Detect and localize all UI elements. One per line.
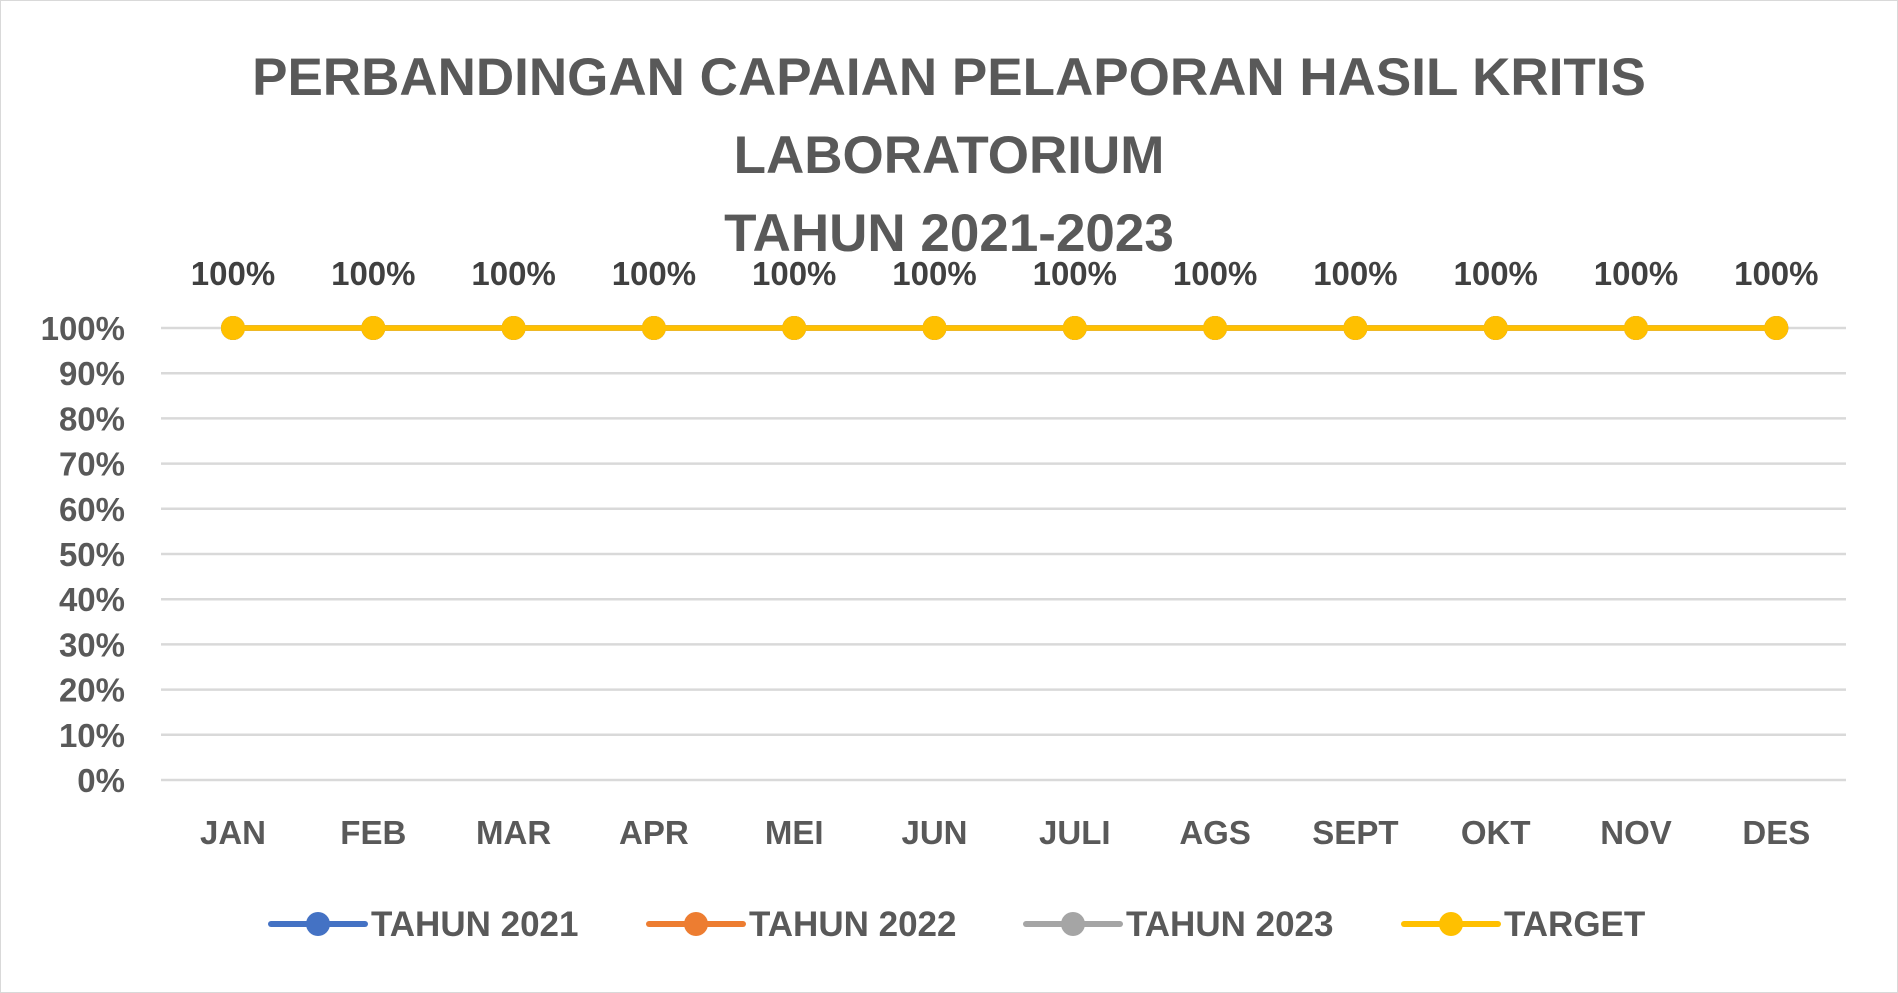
legend-marker — [1061, 912, 1085, 936]
legend-item: TAHUN 2023 — [1023, 905, 1333, 944]
x-tick-label: JUN — [901, 814, 967, 851]
data-point — [782, 316, 807, 340]
y-tick-label: 50% — [59, 536, 125, 573]
data-point — [1764, 316, 1789, 340]
data-label: 100% — [1453, 255, 1537, 292]
data-point — [1483, 316, 1508, 340]
data-point — [1203, 316, 1228, 340]
data-point — [1343, 316, 1368, 340]
x-tick-label: MAR — [476, 814, 551, 851]
x-tick-label: OKT — [1461, 814, 1531, 851]
y-tick-label: 0% — [77, 762, 125, 799]
data-label: 100% — [471, 255, 555, 292]
data-label: 100% — [1594, 255, 1678, 292]
data-labels: 100% 100% 100% 100% 100% 100% 100% 100% 100% 100%… — [191, 255, 1819, 292]
y-tick-label: 30% — [59, 626, 125, 663]
x-tick-label: DES — [1742, 814, 1810, 851]
x-tick-label: AGS — [1179, 814, 1251, 851]
data-point — [361, 316, 386, 340]
x-axis-tick-labels: JAN FEB MAR APR MEI JUN JULI AGS SEPT OKT NOV DES — [200, 814, 1810, 851]
legend-label: TAHUN 2021 — [371, 905, 578, 944]
y-tick-label: 100% — [41, 310, 125, 347]
x-tick-label: MEI — [765, 814, 824, 851]
x-tick-label: JAN — [200, 814, 266, 851]
x-tick-label: SEPT — [1312, 814, 1398, 851]
y-tick-label: 20% — [59, 672, 125, 709]
y-tick-label: 40% — [59, 581, 125, 618]
data-label: 100% — [1734, 255, 1818, 292]
data-point — [1062, 316, 1087, 340]
data-label: 100% — [1313, 255, 1397, 292]
legend-label: TARGET — [1504, 905, 1645, 944]
x-tick-label: APR — [619, 814, 689, 851]
data-point — [641, 316, 666, 340]
y-tick-label: 60% — [59, 491, 125, 528]
data-point — [221, 316, 245, 340]
x-tick-label: NOV — [1600, 814, 1672, 851]
legend-item: TAHUN 2021 — [268, 905, 578, 944]
y-tick-label: 70% — [59, 446, 125, 483]
data-point — [501, 316, 526, 340]
chart-title-line-3: TAHUN 2021-2023 — [724, 204, 1174, 263]
series-target — [221, 316, 1789, 340]
data-point — [1624, 316, 1648, 340]
data-label: 100% — [331, 255, 415, 292]
data-label: 100% — [1173, 255, 1257, 292]
chart-title-line-2: LABORATORIUM — [734, 126, 1165, 185]
y-axis-tick-labels: 0% 10% 20% 30% 40% 50% 60% 70% 80% 90% 100% — [41, 310, 125, 799]
data-label: 100% — [612, 255, 696, 292]
legend-marker — [684, 912, 708, 936]
chart-title: PERBANDINGAN CAPAIAN PELAPORAN HASIL KRI… — [252, 48, 1646, 263]
data-label: 100% — [892, 255, 976, 292]
data-label: 100% — [752, 255, 836, 292]
legend-label: TAHUN 2022 — [749, 905, 956, 944]
y-tick-label: 90% — [59, 355, 125, 392]
legend-marker — [1439, 912, 1463, 936]
data-label: 100% — [191, 255, 275, 292]
legend-marker — [306, 912, 330, 936]
legend-label: TAHUN 2023 — [1126, 905, 1333, 944]
series-lines — [221, 316, 1789, 340]
chart-title-line-1: PERBANDINGAN CAPAIAN PELAPORAN HASIL KRI… — [252, 48, 1646, 107]
data-label: 100% — [1033, 255, 1117, 292]
gridlines — [161, 326, 1846, 782]
x-tick-label: JULI — [1039, 814, 1111, 851]
x-tick-label: FEB — [340, 814, 406, 851]
data-point — [922, 316, 947, 340]
legend: TAHUN 2021 TAHUN 2022 TAHUN 2023 TARGET — [268, 905, 1645, 944]
y-tick-label: 10% — [59, 717, 125, 754]
legend-item: TAHUN 2022 — [646, 905, 956, 944]
y-tick-label: 80% — [59, 400, 125, 437]
legend-item: TARGET — [1401, 905, 1645, 944]
